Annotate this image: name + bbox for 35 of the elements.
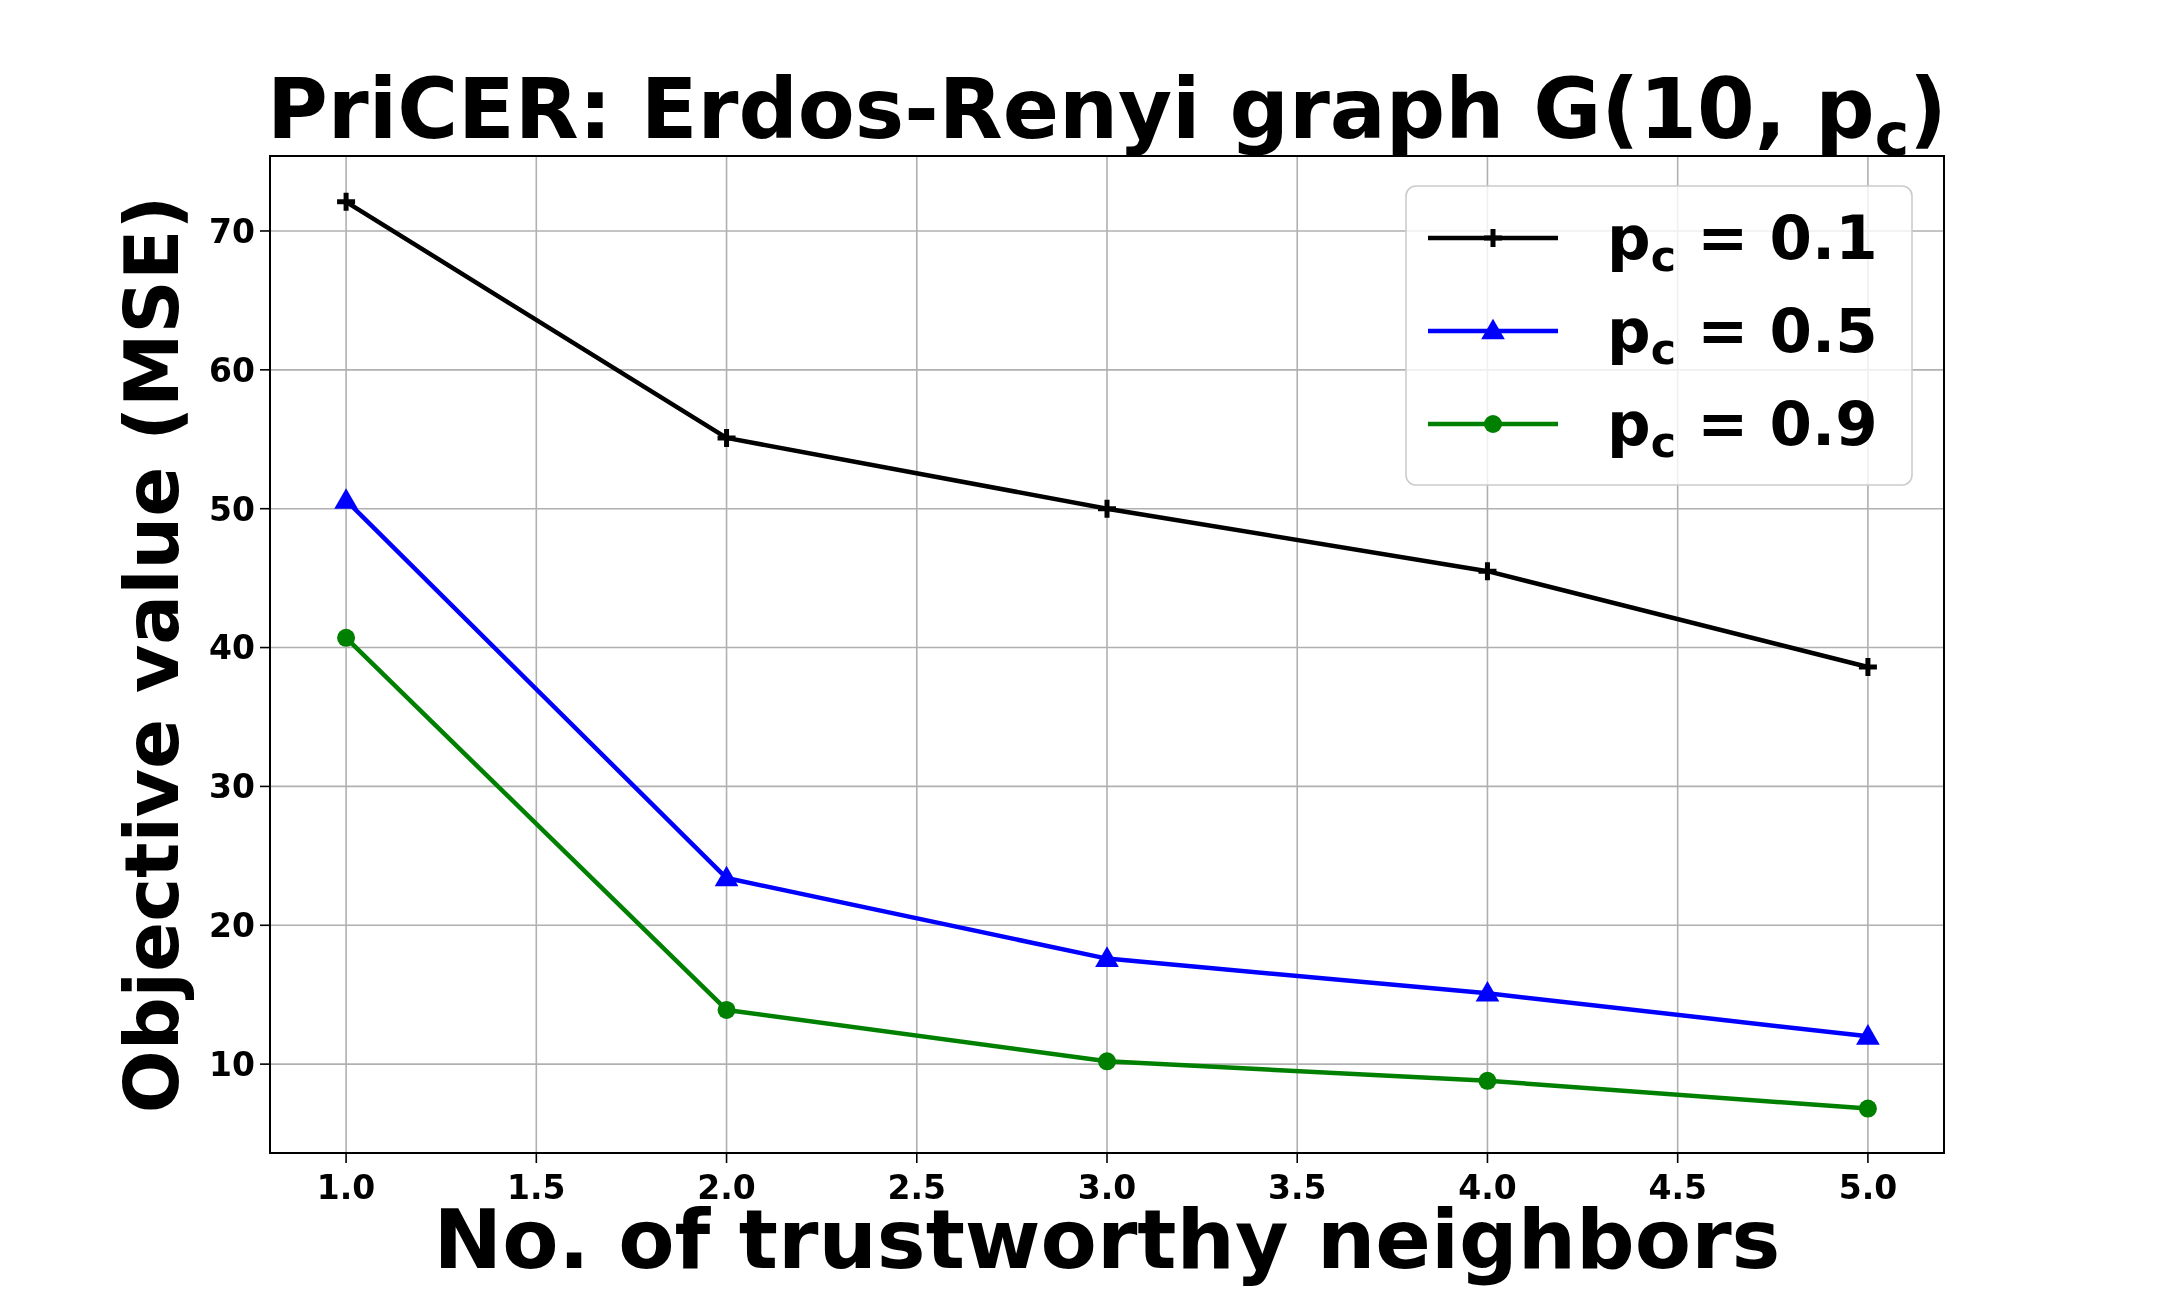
y-tick-label: 60 (209, 350, 255, 390)
point (1478, 1071, 1497, 1090)
x-tick-label: 1.0 (316, 1168, 376, 1207)
point (334, 488, 358, 509)
point (334, 190, 358, 214)
legend-label: p$_{c}$ = 0.9 (1607, 388, 1878, 468)
legend-label: p$_{c}$ = 0.1 (1607, 202, 1878, 282)
point (1095, 497, 1119, 521)
y-tick-label: 30 (209, 767, 255, 807)
point (1475, 981, 1500, 1002)
y-tick-label: 20 (209, 906, 255, 946)
point (1095, 946, 1119, 967)
y-tick-label: 70 (209, 211, 255, 251)
y-tick-label: 50 (209, 489, 255, 529)
x-tick-label: 2.0 (697, 1168, 756, 1207)
x-tick-label: 4.5 (1648, 1168, 1707, 1207)
x-tick-label: 4.0 (1458, 1168, 1517, 1207)
point (1858, 1099, 1877, 1118)
x-tick-label: 2.5 (887, 1168, 947, 1207)
x-tick-label: 3.5 (1267, 1168, 1327, 1207)
y-tick-label: 10 (209, 1045, 255, 1085)
point (1098, 1052, 1116, 1071)
point (1856, 1024, 1880, 1045)
y-tick-label: 40 (209, 628, 255, 668)
point (715, 426, 739, 450)
chart-title: PriCER: Erdos-Renyi graph G(10, p$_{c}$) (266, 61, 1948, 169)
point (714, 865, 739, 887)
point (337, 628, 356, 647)
x-tick-label: 5.0 (1838, 1168, 1898, 1207)
x-tick-label: 3.0 (1077, 1168, 1137, 1207)
point (1856, 655, 1880, 679)
point (1475, 559, 1499, 583)
legend-label: p$_{c}$ = 0.5 (1607, 295, 1878, 375)
point (717, 1000, 736, 1019)
y-axis-title: Objective value (MSE) (109, 195, 195, 1114)
